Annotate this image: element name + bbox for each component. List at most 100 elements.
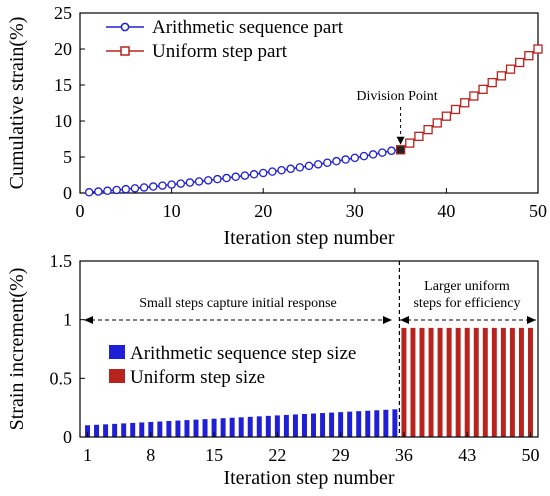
arithmetic-data-point <box>350 153 360 163</box>
arithmetic-data-point <box>359 151 369 161</box>
arithmetic-step-bar <box>292 414 298 437</box>
arithmetic-data-point <box>167 180 176 189</box>
right-span-annotation-line2: steps for efficiency <box>413 296 520 311</box>
top-y-tick-label: 5 <box>63 147 72 167</box>
top-x-tick-label: 10 <box>163 201 181 221</box>
arithmetic-step-bar <box>347 411 353 437</box>
bottom-x-tick-label: 36 <box>395 445 413 465</box>
arithmetic-step-bar <box>202 419 208 437</box>
right-span-annotation-line1: Larger uniform <box>424 279 510 294</box>
arithmetic-data-point <box>130 184 140 193</box>
uniform-data-point <box>469 91 479 101</box>
arithmetic-data-point <box>185 178 195 187</box>
arithmetic-step-bar <box>301 414 307 437</box>
legend-label-uniform: Uniform step part <box>152 41 288 62</box>
bottom-y-tick-label: 1.5 <box>50 251 73 271</box>
right-arrowhead-start <box>400 316 409 324</box>
arithmetic-step-bar <box>329 412 335 437</box>
top-chart: 0 10 20 30 40 50 0 5 10 15 20 25 Arithmetic sequenc… <box>6 3 547 249</box>
top-plot-frame <box>79 12 539 194</box>
bottom-bars-layer <box>85 327 533 437</box>
division-point-label: Division Point <box>356 89 437 104</box>
arithmetic-step-bar <box>139 422 145 437</box>
left-span-annotation: Small steps capture initial response <box>139 296 337 311</box>
bottom-plot-frame <box>79 260 539 438</box>
arithmetic-step-bar <box>130 422 136 437</box>
arithmetic-step-bar <box>193 419 199 437</box>
legend-label-arithmetic-step: Arithmetic sequence step size <box>130 343 356 364</box>
arithmetic-data-point <box>268 167 277 176</box>
arithmetic-data-point <box>323 158 332 168</box>
arithmetic-data-point <box>341 155 350 164</box>
arithmetic-data-point <box>387 146 396 156</box>
uniform-data-point <box>478 84 488 94</box>
uniform-step-bar <box>437 327 443 437</box>
left-arrowhead-start <box>84 316 93 324</box>
arithmetic-step-bar <box>112 423 118 437</box>
uniform-step-bar <box>464 327 470 437</box>
arithmetic-step-bar <box>94 424 100 437</box>
legend-swatch-arithmetic-step <box>109 345 125 359</box>
uniform-step-bar <box>518 327 524 437</box>
arithmetic-data-point <box>194 177 204 186</box>
bottom-x-tick-label: 43 <box>458 445 476 465</box>
bottom-axis-ticks: 1 8 15 22 29 36 43 50 0 0.5 1 1.5 <box>50 251 540 465</box>
uniform-step-bar <box>500 327 506 437</box>
legend-marker-square <box>120 46 130 56</box>
uniform-step-bar <box>410 327 416 437</box>
arithmetic-data-point <box>304 161 314 171</box>
bottom-y-tick-label: 0 <box>63 427 72 447</box>
top-y-tick-label: 25 <box>54 3 72 23</box>
arithmetic-data-point <box>222 173 231 183</box>
right-arrowhead-end <box>527 316 536 324</box>
arithmetic-data-point <box>94 187 103 196</box>
arithmetic-data-point <box>158 181 167 190</box>
uniform-step-bar <box>491 327 497 437</box>
arithmetic-data-point <box>313 160 323 169</box>
arithmetic-data-point <box>368 150 378 159</box>
bottom-x-tick-label: 22 <box>268 445 286 465</box>
uniform-data-point <box>432 118 442 128</box>
bottom-x-tick-label: 1 <box>83 445 92 465</box>
arithmetic-data-point <box>332 156 341 166</box>
uniform-step-bar <box>428 327 434 437</box>
arithmetic-data-point <box>84 188 94 197</box>
uniform-data-point <box>487 77 497 88</box>
arithmetic-step-bar <box>121 423 127 437</box>
arithmetic-data-point <box>112 185 121 195</box>
top-y-axis-title: Cumulative strain(%) <box>6 17 28 190</box>
arithmetic-step-bar <box>175 420 181 437</box>
arithmetic-data-point <box>295 163 305 172</box>
arithmetic-data-point <box>286 164 295 174</box>
arithmetic-step-bar <box>383 409 389 437</box>
arithmetic-step-bar <box>311 413 316 437</box>
arithmetic-data-point <box>378 148 387 157</box>
arithmetic-data-point <box>240 171 250 180</box>
uniform-data-point <box>423 124 433 135</box>
legend-label-arithmetic: Arithmetic sequence part <box>152 17 344 38</box>
top-x-tick-label: 30 <box>346 201 364 221</box>
top-y-tick-label: 0 <box>63 183 72 203</box>
arithmetic-step-bar <box>274 415 280 437</box>
top-axis-ticks: 0 10 20 30 40 50 0 5 10 15 20 25 <box>54 3 547 221</box>
uniform-data-point <box>441 111 452 121</box>
top-x-tick-label: 20 <box>254 201 272 221</box>
legend-swatch-uniform-step <box>109 369 125 383</box>
top-y-tick-label: 10 <box>54 111 72 131</box>
bottom-y-axis-title: Strain increment(%) <box>6 268 28 431</box>
bottom-legend: Arithmetic sequence step size Uniform st… <box>109 343 356 388</box>
uniform-step-bar <box>509 327 515 437</box>
arithmetic-data-point <box>231 172 240 182</box>
bottom-x-tick-label: 15 <box>205 445 223 465</box>
arithmetic-data-point <box>103 186 112 196</box>
top-y-tick-label: 15 <box>54 75 72 95</box>
bottom-x-axis-title: Iteration step number <box>223 467 394 489</box>
division-point-arrow <box>396 107 405 145</box>
top-legend: Arithmetic sequence part Uniform step pa… <box>106 17 344 62</box>
arithmetic-data-point <box>139 183 149 192</box>
legend-label-uniform-step: Uniform step size <box>130 367 265 388</box>
arithmetic-data-point <box>149 182 158 191</box>
arithmetic-data-point <box>176 179 186 188</box>
top-x-tick-label: 40 <box>437 201 455 221</box>
